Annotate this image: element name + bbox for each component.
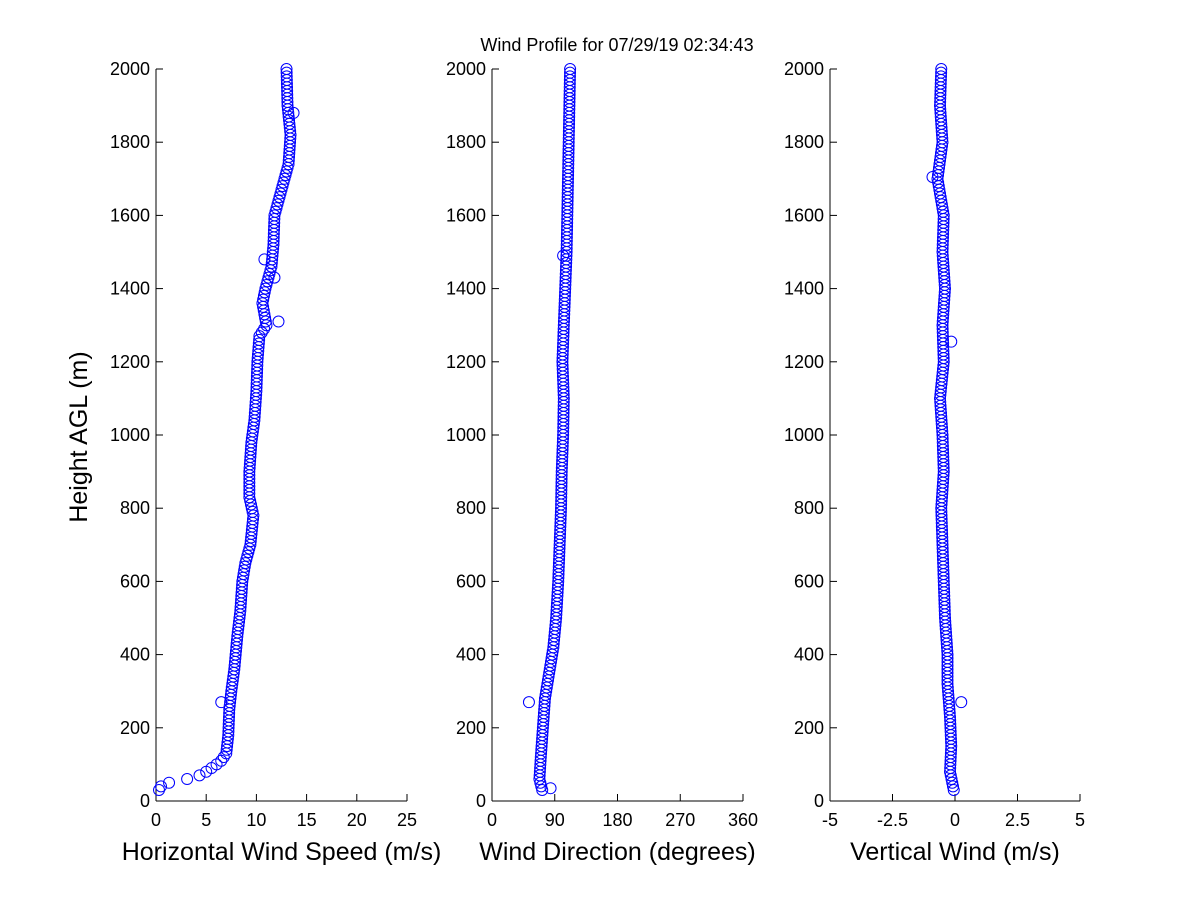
data-point-outlier — [955, 696, 968, 709]
data-point — [935, 66, 948, 79]
y-tick-label: 800 — [120, 498, 150, 518]
data-point — [252, 337, 265, 350]
x-tick-label: 5 — [1075, 810, 1085, 830]
y-tick-label: 800 — [794, 498, 824, 518]
data-point-outlier — [544, 782, 557, 795]
data-point — [280, 63, 293, 75]
y-tick-label: 0 — [814, 791, 824, 811]
data-point — [563, 70, 576, 83]
x-tick-label: 2.5 — [1005, 810, 1030, 830]
x-tick-label: 270 — [665, 810, 695, 830]
data-point-outlier — [258, 253, 271, 266]
data-point — [280, 70, 293, 83]
data-point-outlier — [268, 271, 281, 284]
data-point — [217, 751, 230, 764]
x-tick-label: 20 — [347, 810, 367, 830]
data-point-outlier — [287, 106, 300, 119]
data-point-outlier — [926, 170, 939, 183]
y-tick-label: 1600 — [446, 205, 486, 225]
y-tick-label: 1800 — [784, 132, 824, 152]
x-axis-label: Horizontal Wind Speed (m/s) — [122, 838, 442, 866]
y-tick-label: 400 — [456, 645, 486, 665]
y-tick-label: 1600 — [110, 205, 150, 225]
y-tick-label: 2000 — [110, 59, 150, 79]
y-tick-label: 400 — [120, 645, 150, 665]
data-point — [181, 773, 194, 786]
data-point-outlier — [557, 249, 570, 262]
y-tick-label: 200 — [794, 718, 824, 738]
x-tick-label: -2.5 — [877, 810, 908, 830]
x-tick-label: 90 — [545, 810, 565, 830]
data-point-outlier — [215, 696, 228, 709]
y-tick-label: 1400 — [446, 279, 486, 299]
y-tick-label: 600 — [456, 571, 486, 591]
y-tick-label: 400 — [794, 645, 824, 665]
data-point-outlier — [945, 335, 958, 348]
x-tick-label: 15 — [297, 810, 317, 830]
data-point — [935, 70, 947, 83]
x-tick-label: 0 — [950, 810, 960, 830]
y-tick-label: 1200 — [446, 352, 486, 372]
y-axis-label: Height AGL (m) — [65, 351, 93, 522]
x-tick-label: 180 — [602, 810, 632, 830]
y-tick-label: 1200 — [784, 352, 824, 372]
data-point — [253, 333, 266, 346]
data-point — [280, 66, 293, 79]
data-point — [238, 560, 251, 573]
y-tick-label: 1000 — [784, 425, 824, 445]
panel-2: 0 200 400 600 800 1000 1200 1400 1600 1800 2000 0 90… — [446, 59, 758, 866]
y-tick-label: 1400 — [110, 279, 150, 299]
panel-3: 0 200 400 600 800 1000 1200 1400 1600 1800 2000 -5 -… — [784, 59, 1085, 866]
x-tick-label: 360 — [728, 810, 758, 830]
y-tick-label: 1000 — [446, 425, 486, 445]
data-points — [522, 63, 577, 797]
y-tick-label: 1000 — [110, 425, 150, 445]
y-tick-label: 1600 — [784, 205, 824, 225]
y-tick-label: 1800 — [446, 132, 486, 152]
x-tick-label: 25 — [397, 810, 417, 830]
chart-title: Wind Profile for 07/29/19 02:34:43 — [480, 35, 753, 55]
data-point-outlier — [522, 696, 535, 709]
y-tick-label: 600 — [120, 571, 150, 591]
y-tick-label: 200 — [456, 718, 486, 738]
data-point — [163, 776, 176, 789]
y-tick-label: 1800 — [110, 132, 150, 152]
data-point — [193, 769, 206, 782]
y-tick-label: 200 — [120, 718, 150, 738]
panel-1: 0 200 400 600 800 1000 1200 1400 1600 1800 2000 0 5 1… — [110, 59, 441, 866]
y-tick-label: 2000 — [784, 59, 824, 79]
y-tick-label: 1400 — [784, 279, 824, 299]
x-axis-label: Wind Direction (degrees) — [479, 838, 756, 866]
y-tick-label: 600 — [794, 571, 824, 591]
y-tick-label: 2000 — [446, 59, 486, 79]
x-tick-label: 10 — [246, 810, 266, 830]
y-tick-label: 800 — [456, 498, 486, 518]
data-point — [155, 780, 168, 793]
data-point — [564, 66, 577, 79]
x-axis-label: Vertical Wind (m/s) — [850, 838, 1060, 866]
data-point — [564, 63, 577, 75]
data-point-outlier — [272, 315, 285, 328]
y-tick-label: 0 — [476, 791, 486, 811]
y-tick-label: 0 — [140, 791, 150, 811]
data-points — [153, 63, 300, 797]
x-tick-label: 0 — [487, 810, 497, 830]
x-tick-label: 0 — [151, 810, 161, 830]
x-tick-label: -5 — [822, 810, 838, 830]
data-point — [935, 63, 948, 75]
data-points — [926, 63, 968, 797]
y-tick-label: 1200 — [110, 352, 150, 372]
x-tick-label: 5 — [201, 810, 211, 830]
